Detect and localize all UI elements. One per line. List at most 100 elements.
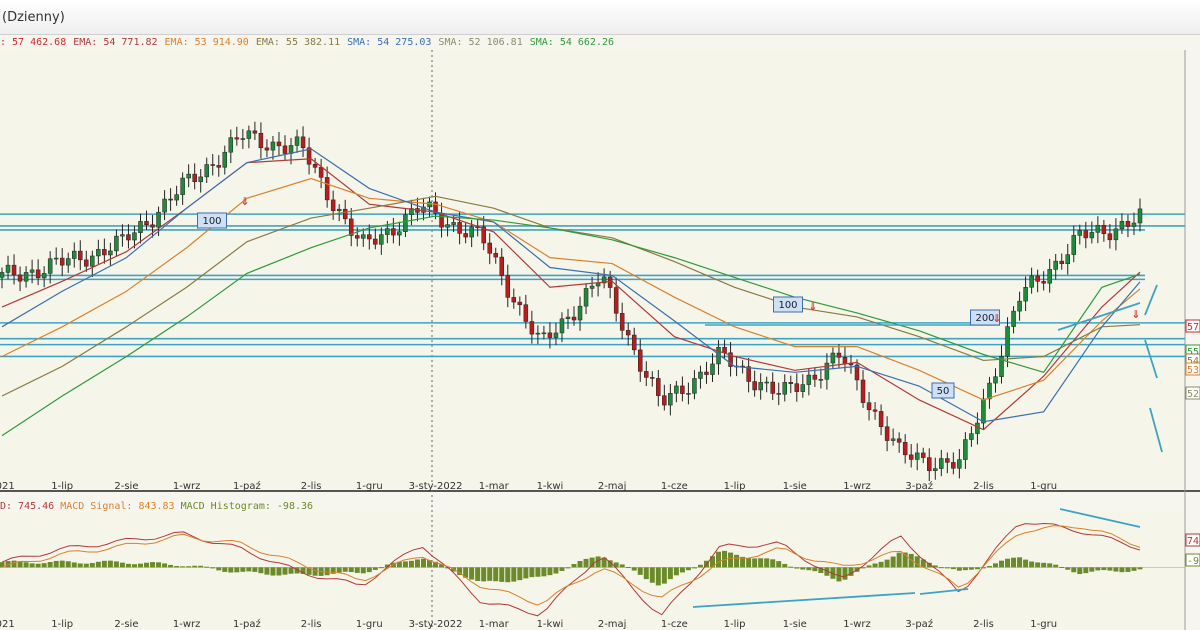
candle-body [240,138,246,140]
candle-body [692,378,697,394]
macd-histogram-bar [1101,567,1107,571]
candle-body [312,164,318,168]
legend-item-6: SMA: 54 662.26 [529,37,615,48]
candle-body [878,411,884,427]
candle-body [1137,208,1143,224]
macd-histogram-bar [950,567,956,570]
macd-histogram-bar [1137,567,1143,570]
macd-histogram-bar [728,552,734,568]
macd-histogram-bar [1047,563,1053,568]
macd-histogram-bar [300,567,306,574]
trendline-right-3 [1149,407,1163,453]
macd-x-tick-label: 2021 [0,619,15,630]
candle-body [258,132,264,149]
candle-body [168,198,173,201]
candle-body [553,332,559,338]
macd-histogram-bar [553,567,559,574]
macd-histogram-bar [866,565,872,568]
macd-histogram-bar [782,563,788,568]
candle-body [5,264,11,273]
macd-histogram-bar [101,560,107,568]
candle-body [535,332,541,335]
candle-body [1119,221,1125,230]
macd-x-tick-label: 1-wrz [843,619,871,630]
candle-body [704,371,709,375]
macd-histogram-bar [523,567,529,579]
candle-body [1065,254,1070,264]
macd-histogram-bar [463,567,469,578]
candle-body [571,316,577,321]
macd-histogram-bar [59,560,65,568]
macd-histogram-bar [95,561,101,568]
macd-histogram-bar [83,563,89,568]
window-title-bar: (Dzienny) [0,0,1200,35]
candle-body [132,232,137,241]
legend-item-5: SMA: 52 106.81 [438,37,523,48]
macd-histogram-bar [378,567,384,569]
candle-body [120,234,125,237]
x-tick-label: 1-sie [783,481,807,492]
macd-histogram-bar [956,567,962,571]
macd-histogram-bar [204,566,210,568]
signal-arrow-icon: ⇓ [240,195,249,208]
macd-trendline-lower [692,592,916,608]
macd-histogram-bar [348,567,354,573]
candle-body [957,459,962,469]
macd-histogram-bar [29,563,35,568]
annotation-label: 100 [202,216,221,227]
x-tick-label: 2-lis [973,481,994,492]
candle-body [589,285,595,289]
candle-body [246,130,252,139]
ma-line-2 [1,195,1141,397]
candle-body [41,273,47,279]
candle-body [559,318,565,334]
macd-histogram-bar [535,567,541,577]
candle-body [144,221,149,226]
macd-histogram-bar [71,562,77,568]
candle-body [764,381,769,384]
candle-body [746,366,751,382]
macd-x-tick-label: 2-maj [598,619,627,630]
candle-body [270,141,276,151]
macd-histogram-bar [673,567,679,576]
macd-histogram-bar [252,567,258,572]
candle-body [1113,228,1119,241]
macd-histogram-bar [776,561,782,568]
macd-histogram-bar [0,562,5,568]
macd-histogram-bar [932,565,938,568]
annotation-bg [773,296,803,313]
candle-body [927,457,932,471]
macd-histogram-bar [493,567,499,582]
price-tag-label: 57 [1187,322,1199,333]
candle-body [65,258,71,266]
macd-histogram-bar [637,567,643,575]
macd-histogram-bar [571,564,577,568]
x-tick-label: 2-sie [114,481,138,492]
candle-body [1095,225,1101,233]
macd-histogram-bar [1035,562,1041,568]
macd-histogram-bar [565,567,571,569]
macd-histogram-bar [667,567,673,580]
candle-body [637,349,643,372]
macd-histogram-bar [270,567,276,576]
candle-body [993,376,998,384]
candle-body [348,218,354,236]
candle-body [836,352,842,358]
macd-histogram-bar [740,556,746,568]
macd-histogram-bar [324,567,330,576]
macd-histogram-bar [529,567,535,578]
macd-panel [0,512,1185,630]
macd-histogram-bar [709,556,715,568]
macd-histogram-bar [517,567,523,581]
macd-histogram-bar [511,567,517,582]
signal-arrow-icon: ⇓ [1131,308,1140,321]
annotation-label: 50 [937,386,950,397]
candle-body [90,255,95,267]
annotation-box: 200 [970,309,1000,326]
candle-body [306,147,312,165]
candle-body [481,226,486,244]
x-tick-label: 2-lis [301,481,322,492]
macd-histogram-bar [1017,557,1023,568]
candle-body [824,362,830,380]
candle-body [23,272,29,282]
